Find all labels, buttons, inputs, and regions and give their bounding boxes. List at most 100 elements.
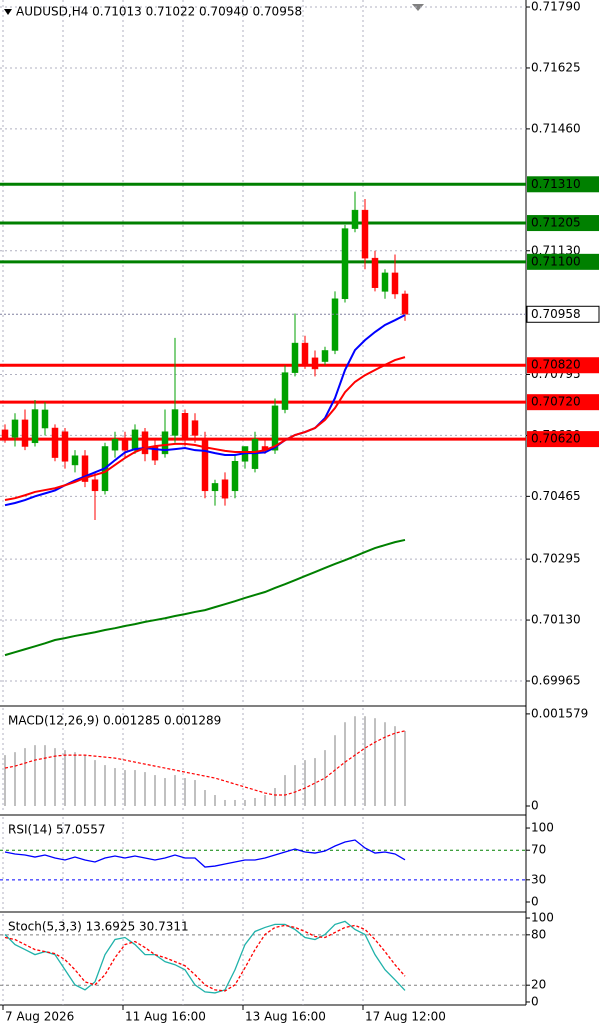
macd-bar <box>204 790 206 806</box>
macd-bar <box>404 731 406 806</box>
macd-bar <box>74 752 76 806</box>
level-label: 0.71310 <box>531 177 581 191</box>
macd-bar <box>264 795 266 806</box>
candle-body <box>401 293 409 315</box>
level-label: 0.70620 <box>531 432 581 446</box>
macd-bar <box>354 716 356 806</box>
candle-body <box>181 413 189 440</box>
macd-bar <box>164 778 166 806</box>
candle-body <box>301 342 309 366</box>
candle-body <box>31 409 39 444</box>
candle-body <box>371 257 379 288</box>
macd-bar <box>4 755 6 806</box>
macd-bar <box>314 758 316 806</box>
candle-body <box>1 429 9 440</box>
y-tick-label: 100 <box>531 821 554 835</box>
y-tick-label: 0 <box>531 895 539 909</box>
candle-body <box>111 438 119 451</box>
level-label-box <box>527 253 599 270</box>
last-price-box <box>526 305 600 323</box>
indicator-line <box>4 538 406 657</box>
candle-body <box>91 479 99 492</box>
macd-bar <box>104 765 106 806</box>
level-label-box <box>527 176 599 193</box>
candle-body <box>331 298 339 351</box>
y-tick-label: 0.70465 <box>531 489 581 503</box>
panel-title: MACD(12,26,9) 0.001285 0.001289 <box>8 714 221 728</box>
macd-bar <box>324 750 326 806</box>
candle-body <box>271 405 279 451</box>
candle-body <box>51 427 59 458</box>
indicator-line <box>4 839 406 868</box>
y-tick-label: 0.71625 <box>531 60 581 74</box>
macd-bar <box>44 745 46 806</box>
candle-body <box>171 409 179 436</box>
y-tick-label: 20 <box>531 978 546 992</box>
x-tick-label: 13 Aug 16:00 <box>245 1010 326 1024</box>
y-tick-label: 30 <box>531 872 546 886</box>
macd-bar <box>284 775 286 806</box>
y-tick-label: 0.71130 <box>531 243 581 257</box>
candle-body <box>351 209 359 229</box>
candle-body <box>11 419 19 438</box>
macd-bar <box>144 772 146 806</box>
candle-body <box>221 479 229 499</box>
macd-bar <box>94 760 96 806</box>
macd-bar <box>114 768 116 806</box>
macd-bar <box>344 722 346 806</box>
macd-bar <box>174 775 176 806</box>
macd-bar <box>64 750 66 806</box>
y-tick-label: 100 <box>531 911 554 925</box>
indicator-line <box>4 924 406 992</box>
candle-body <box>391 272 399 295</box>
y-tick-label: 70 <box>531 843 546 857</box>
macd-bar <box>34 745 36 806</box>
macd-bar <box>244 799 246 806</box>
level-label: 0.71100 <box>531 254 581 268</box>
x-tick-label: 17 Aug 12:00 <box>365 1010 446 1024</box>
macd-bar <box>24 748 26 806</box>
candle-body <box>41 409 49 429</box>
last-price-label: 0.70958 <box>531 307 581 321</box>
panel-title: RSI(14) 57.0557 <box>8 823 106 837</box>
x-tick-label: 7 Aug 2026 <box>5 1010 74 1024</box>
panel-title: Stoch(5,3,3) 13.6925 30.7311 <box>8 920 189 934</box>
macd-bar <box>364 716 366 806</box>
level-label-box <box>527 431 599 448</box>
indicator-line <box>4 730 406 796</box>
y-tick-label: 0.001579 <box>531 706 588 720</box>
candle-body <box>121 438 129 451</box>
macd-bar <box>194 780 196 806</box>
y-tick-label: 0 <box>531 799 539 813</box>
chart-shift-marker[interactable] <box>412 4 424 11</box>
candle-body <box>311 357 319 370</box>
macd-bar <box>374 718 376 806</box>
level-label-box <box>527 215 599 232</box>
macd-bar <box>14 752 16 806</box>
macd-bar <box>254 798 256 806</box>
y-tick-label: 0.71460 <box>531 121 581 135</box>
indicator-line <box>4 920 406 994</box>
macd-bar <box>384 722 386 806</box>
candle-body <box>141 431 149 455</box>
candle-body <box>71 455 79 466</box>
y-tick-label: 0.69965 <box>531 673 581 687</box>
level-label-box <box>527 357 599 374</box>
indicator-line <box>4 356 406 502</box>
candle-body <box>21 419 29 447</box>
candle-body <box>131 429 139 451</box>
symbol-icon <box>4 9 12 15</box>
macd-bar <box>134 770 136 806</box>
candle-body <box>81 455 89 482</box>
candle-body <box>201 438 209 492</box>
level-label: 0.70820 <box>531 358 581 372</box>
macd-bar <box>394 726 396 806</box>
macd-bar <box>304 760 306 806</box>
candle-body <box>161 431 169 455</box>
macd-bar <box>224 799 226 806</box>
level-label-box <box>527 394 599 411</box>
macd-bar <box>154 775 156 806</box>
candle-body <box>281 372 289 410</box>
